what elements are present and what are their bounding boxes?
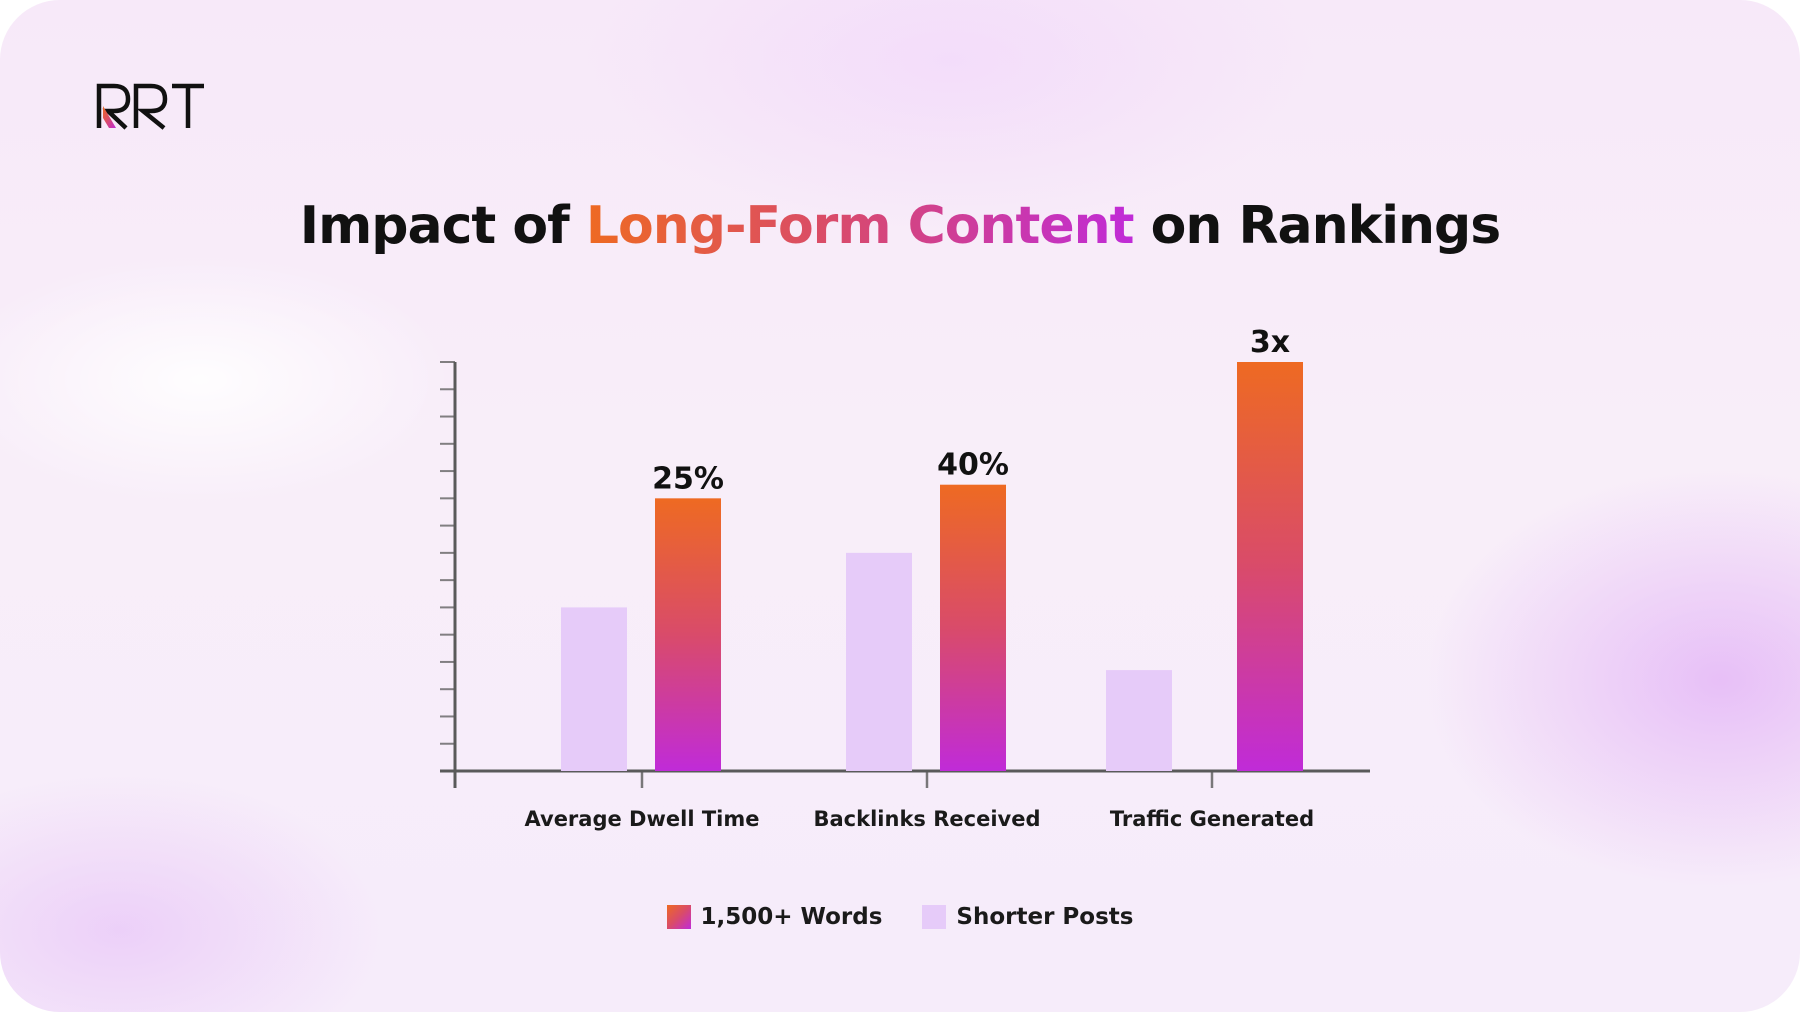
chart-title: Impact of Long-Form Content on Rankings: [0, 196, 1800, 256]
bar-long-form: [940, 484, 1006, 771]
legend-swatch-shorter-posts: [922, 905, 947, 929]
title-suffix: on Rankings: [1133, 196, 1502, 256]
legend-swatch-long-form: [666, 905, 691, 929]
x-tick-label: Traffic Generated: [1110, 807, 1314, 831]
bar-long-form: [655, 498, 721, 771]
data-label: 25%: [652, 461, 724, 496]
title-highlight: Long-Form Content: [585, 196, 1135, 256]
bar-shorter-posts: [1106, 670, 1172, 771]
bar-shorter-posts: [561, 607, 627, 771]
x-tick-label: Average Dwell Time: [525, 807, 760, 831]
legend-label-long-form: 1,500+ Words: [700, 904, 883, 930]
bar-long-form: [1237, 362, 1303, 771]
legend-item-long-form: 1,500+ Words: [666, 904, 883, 930]
legend-item-shorter-posts: Shorter Posts: [922, 904, 1133, 930]
legend-label-shorter-posts: Shorter Posts: [956, 904, 1134, 930]
data-label: 3x: [1250, 325, 1290, 360]
data-label: 40%: [937, 448, 1009, 483]
x-tick-label: Backlinks Received: [814, 807, 1041, 831]
brand-logo: [96, 83, 204, 130]
bar-shorter-posts: [846, 552, 912, 771]
chart-legend: 1,500+ Words Shorter Posts: [0, 904, 1800, 930]
title-prefix: Impact of: [299, 196, 586, 256]
